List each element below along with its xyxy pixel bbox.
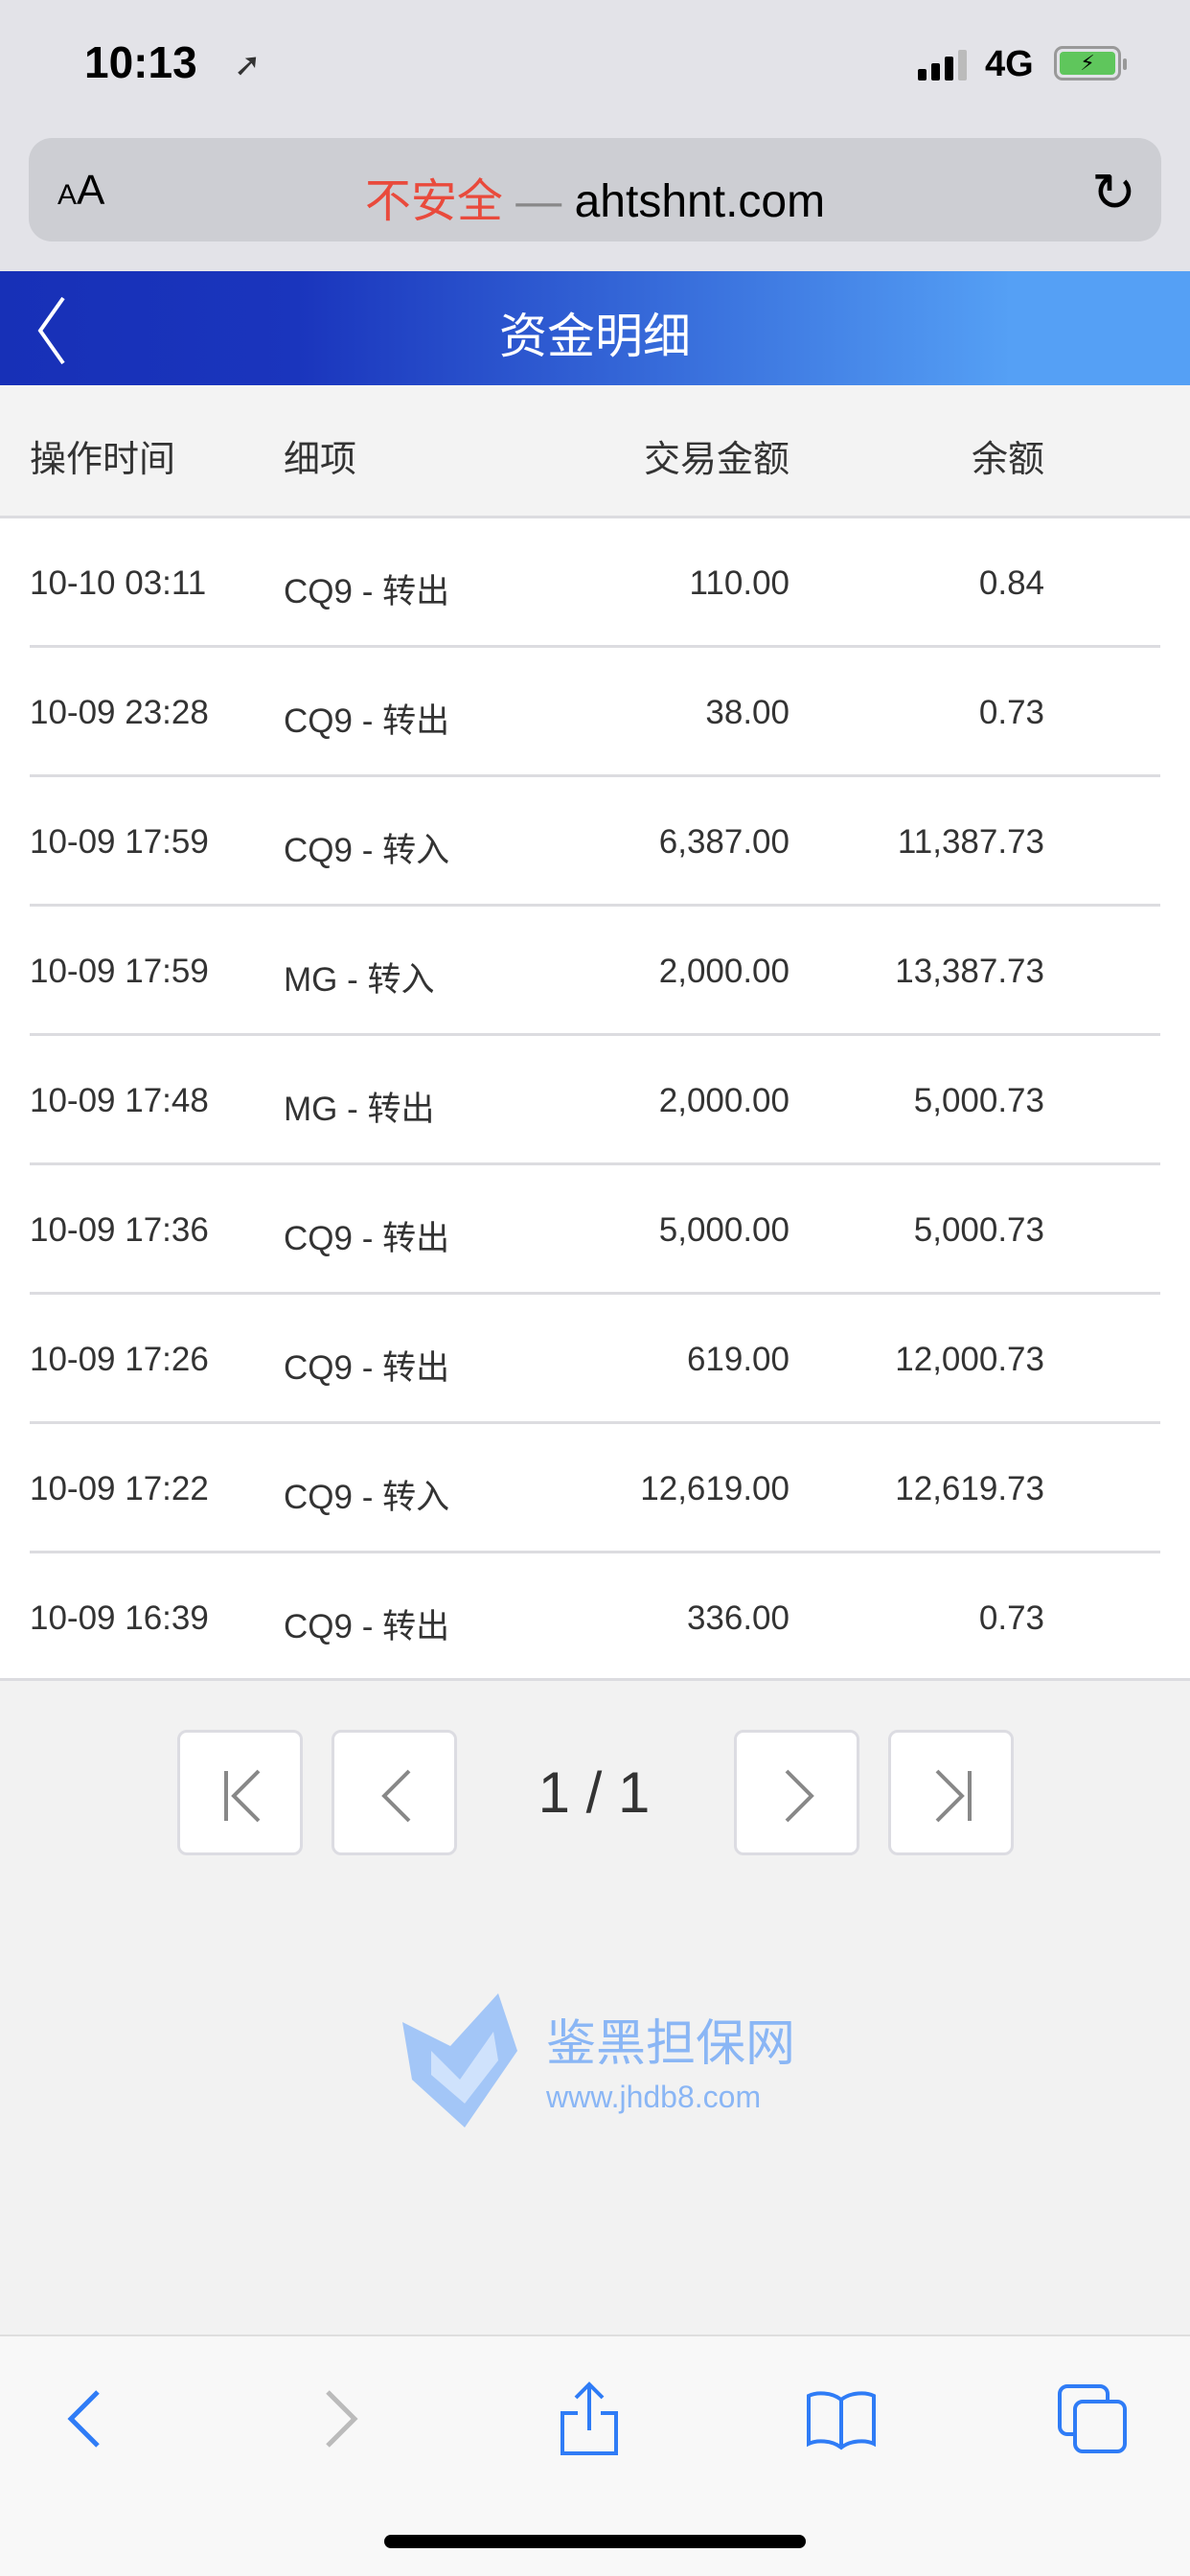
cell-balance: 5,000.73 [913,1082,1044,1119]
cell-balance: 13,387.73 [895,953,1044,990]
table-row: 10-09 16:39 CQ9 - 转出 336.00 0.73 [0,1553,1190,1683]
network-type: 4G [985,44,1034,84]
transactions-table: 10-10 03:11 CQ9 - 转出 110.00 0.84 10-09 23:28… [0,518,1190,1681]
chevron-right-icon [785,1769,814,1823]
battery-charging-icon: ⚡ [1054,46,1127,80]
row-divider [30,1162,1160,1165]
bookmarks-icon[interactable] [803,2380,880,2457]
cell-time: 10-09 17:59 [30,953,209,990]
cell-balance: 5,000.73 [913,1211,1044,1249]
cell-amount: 2,000.00 [658,953,790,990]
address-bar[interactable]: AA 不安全 — ahtshnt.com ↻ [29,138,1161,242]
column-header-item: 细项 [284,440,357,480]
row-divider [30,645,1160,648]
watermark: 鉴黑担保网 www.jhdb8.com [402,1974,843,2166]
browser-forward-icon[interactable] [299,2380,376,2457]
cell-balance: 0.84 [978,564,1044,602]
watermark-logo-icon [402,1993,517,2128]
watermark-name: 鉴黑担保网 [546,2016,796,2072]
cell-balance: 11,387.73 [897,823,1044,861]
row-divider [30,1033,1160,1036]
cell-time: 10-09 16:39 [30,1599,209,1637]
cell-item: CQ9 - 转出 [284,1349,450,1387]
table-row: 10-09 17:26 CQ9 - 转出 619.00 12,000.73 [0,1295,1190,1424]
table-row: 10-09 17:36 CQ9 - 转出 5,000.00 5,000.73 [0,1165,1190,1295]
table-row: 10-09 17:22 CQ9 - 转入 12,619.00 12,619.73 [0,1424,1190,1553]
cell-item: CQ9 - 转入 [284,1479,450,1516]
first-page-button[interactable] [177,1730,303,1855]
reload-icon[interactable]: ↻ [1091,162,1136,222]
table-row: 10-09 17:59 MG - 转入 2,000.00 13,387.73 [0,907,1190,1036]
cell-item: CQ9 - 转出 [284,1220,450,1257]
page-header: 资金明细 [0,271,1190,385]
cell-balance: 0.73 [978,694,1044,731]
cell-balance: 0.73 [978,1599,1044,1637]
page-title: 资金明细 [499,310,691,363]
status-bar: 10:13 ➚ 4G ⚡ AA 不安全 — ahtshnt.com ↻ [0,0,1190,271]
cell-item: CQ9 - 转入 [284,832,450,869]
cell-amount: 12,619.00 [640,1470,790,1507]
insecure-label: 不安全 [364,176,503,227]
cell-time: 10-09 17:59 [30,823,209,861]
browser-back-icon[interactable] [50,2380,126,2457]
column-header-balance: 余额 [971,440,1044,480]
cellular-signal-icon [918,50,967,80]
chevron-left-icon [381,1769,411,1823]
domain-text: ahtshnt.com [574,176,826,227]
cell-amount: 2,000.00 [658,1082,790,1119]
cell-item: CQ9 - 转出 [284,573,450,610]
watermark-url: www.jhdb8.com [546,2080,762,2114]
last-page-icon [935,1769,972,1823]
last-page-button[interactable] [888,1730,1014,1855]
table-row: 10-09 17:59 CQ9 - 转入 6,387.00 11,387.73 [0,777,1190,907]
cell-amount: 336.00 [686,1599,790,1637]
cell-time: 10-09 17:36 [30,1211,209,1249]
cell-item: MG - 转入 [284,961,435,999]
url-display[interactable]: 不安全 — ahtshnt.com [364,176,826,227]
tabs-icon[interactable] [1054,2380,1131,2457]
row-divider [30,1551,1160,1553]
cell-time: 10-09 17:22 [30,1470,209,1507]
cell-item: CQ9 - 转出 [284,1608,450,1645]
page-indicator: 1 / 1 [538,1760,651,1825]
next-page-button[interactable] [734,1730,859,1855]
cell-time: 10-09 17:26 [30,1341,209,1378]
share-icon[interactable] [551,2380,628,2457]
column-header-amount: 交易金额 [643,440,790,480]
status-time: 10:13 [84,37,197,87]
row-divider [30,904,1160,907]
table-row: 10-09 17:48 MG - 转出 2,000.00 5,000.73 [0,1036,1190,1165]
first-page-icon [224,1769,261,1823]
cell-balance: 12,619.73 [895,1470,1044,1507]
cell-time: 10-09 23:28 [30,694,209,731]
cell-item: CQ9 - 转出 [284,702,450,740]
home-indicator[interactable] [384,2535,806,2548]
column-header-time: 操作时间 [30,440,176,480]
cell-amount: 619.00 [686,1341,790,1378]
cell-time: 10-10 03:11 [30,564,207,602]
cell-amount: 110.00 [689,564,790,602]
cell-item: MG - 转出 [284,1091,435,1128]
previous-page-button[interactable] [332,1730,457,1855]
cell-amount: 5,000.00 [658,1211,790,1249]
table-row: 10-10 03:11 CQ9 - 转出 110.00 0.84 [0,518,1190,648]
back-chevron-icon[interactable] [34,290,92,367]
table-row: 10-09 23:28 CQ9 - 转出 38.00 0.73 [0,648,1190,777]
location-arrow-icon: ➚ [234,47,262,83]
cell-balance: 12,000.73 [895,1341,1044,1378]
row-divider [30,1421,1160,1424]
row-divider [30,1292,1160,1295]
cell-amount: 6,387.00 [658,823,790,861]
cell-time: 10-09 17:48 [30,1082,209,1119]
cell-amount: 38.00 [705,694,790,731]
table-header: 操作时间 细项 交易金额 余额 [0,385,1190,518]
text-size-button[interactable]: AA [57,167,105,214]
row-divider [30,774,1160,777]
